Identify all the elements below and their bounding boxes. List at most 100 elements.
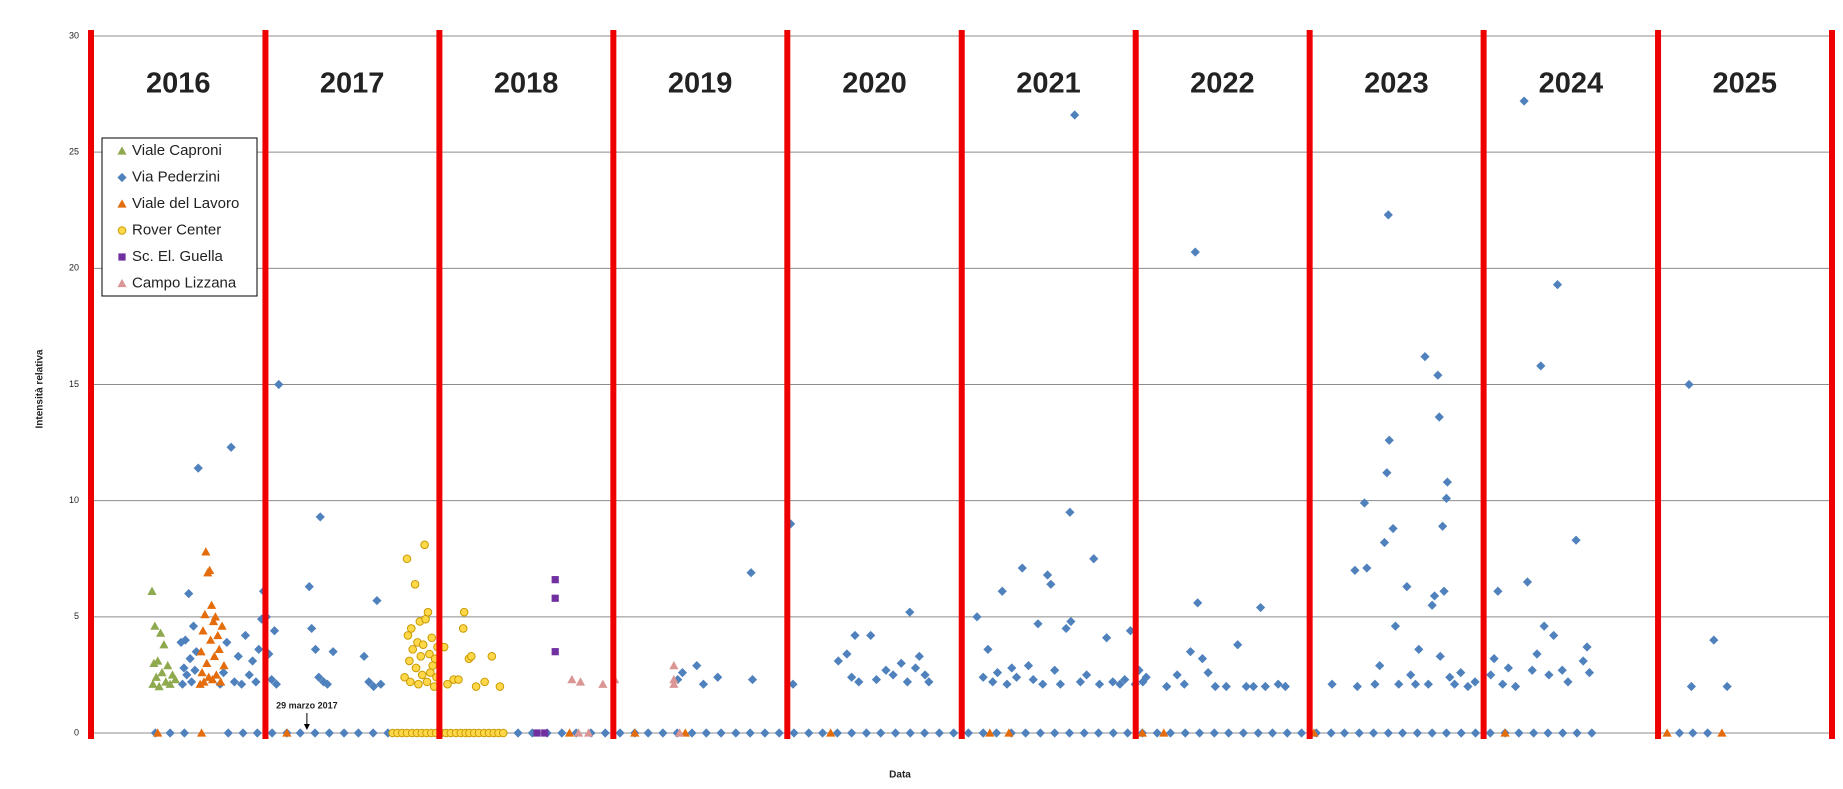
- point: [1435, 651, 1445, 661]
- point: [1108, 728, 1118, 738]
- point: [307, 623, 317, 634]
- point: [1382, 468, 1392, 478]
- point: [1383, 728, 1393, 738]
- point: [416, 652, 426, 661]
- point: [1248, 681, 1259, 692]
- point: [1519, 96, 1529, 106]
- point: [774, 728, 784, 738]
- point: [237, 679, 247, 689]
- point: [1137, 728, 1147, 737]
- point: [252, 728, 262, 738]
- series: [150, 96, 1732, 738]
- point: [1684, 379, 1694, 390]
- point: [1470, 728, 1481, 738]
- point: [1089, 554, 1099, 564]
- series: [153, 547, 1727, 737]
- point: [677, 667, 688, 678]
- point: [467, 652, 476, 661]
- point: [1563, 677, 1573, 687]
- point: [186, 677, 197, 687]
- point: [1514, 728, 1524, 738]
- point: [914, 651, 924, 661]
- point: [269, 626, 280, 636]
- point: [669, 679, 679, 688]
- annotation-arrowhead: [303, 724, 310, 730]
- point: [418, 640, 428, 650]
- point: [826, 728, 836, 737]
- point: [364, 677, 374, 687]
- point: [842, 649, 852, 659]
- point: [1203, 667, 1213, 678]
- series: [567, 661, 685, 737]
- point: [1209, 728, 1219, 738]
- point: [1359, 498, 1370, 508]
- point: [1384, 435, 1394, 445]
- point: [318, 677, 329, 687]
- year-label: 2025: [1713, 68, 1778, 100]
- point: [1522, 577, 1533, 587]
- point: [148, 679, 158, 688]
- point: [643, 728, 653, 738]
- point: [267, 674, 277, 685]
- point: [920, 670, 930, 680]
- point: [833, 656, 843, 666]
- legend-label: Rover Center: [132, 221, 221, 238]
- point: [583, 728, 594, 737]
- point: [149, 658, 159, 667]
- point: [817, 728, 828, 738]
- legend-marker: [117, 199, 127, 208]
- point: [978, 672, 988, 682]
- point: [1552, 279, 1563, 290]
- point: [992, 667, 1003, 678]
- point: [557, 728, 567, 738]
- point: [1582, 642, 1592, 652]
- point: [487, 652, 497, 661]
- point: [1456, 667, 1466, 678]
- point: [1463, 681, 1473, 692]
- point: [251, 677, 261, 687]
- point: [847, 672, 857, 682]
- point: [1688, 728, 1698, 738]
- point: [745, 728, 755, 738]
- legend-marker: [117, 278, 127, 288]
- point: [1070, 110, 1080, 120]
- point: [991, 728, 1002, 738]
- point: [551, 648, 559, 656]
- point: [1296, 728, 1307, 738]
- point: [304, 582, 314, 592]
- point: [201, 547, 211, 556]
- point: [600, 728, 610, 738]
- point: [1327, 679, 1337, 689]
- point: [1108, 677, 1118, 687]
- point: [747, 674, 758, 685]
- point: [1267, 728, 1278, 738]
- point: [222, 637, 232, 647]
- point: [208, 616, 219, 626]
- point: [421, 614, 430, 624]
- point: [185, 654, 195, 664]
- point: [881, 665, 891, 675]
- point: [151, 672, 161, 681]
- point: [1536, 361, 1546, 371]
- point: [988, 677, 998, 687]
- point: [1007, 663, 1017, 673]
- point: [177, 679, 188, 689]
- point: [1584, 667, 1595, 678]
- point: [202, 658, 212, 667]
- point: [847, 728, 857, 738]
- point: [1370, 679, 1380, 689]
- point: [1260, 681, 1270, 692]
- point: [267, 728, 277, 738]
- point: [406, 677, 415, 687]
- point: [1587, 728, 1597, 738]
- point: [1339, 728, 1350, 738]
- point: [1066, 616, 1076, 627]
- point: [223, 728, 233, 738]
- point: [1486, 670, 1496, 680]
- point: [1543, 728, 1553, 738]
- point: [1529, 728, 1539, 738]
- point: [180, 635, 190, 645]
- point: [804, 728, 814, 738]
- point: [229, 677, 240, 687]
- point: [983, 644, 993, 654]
